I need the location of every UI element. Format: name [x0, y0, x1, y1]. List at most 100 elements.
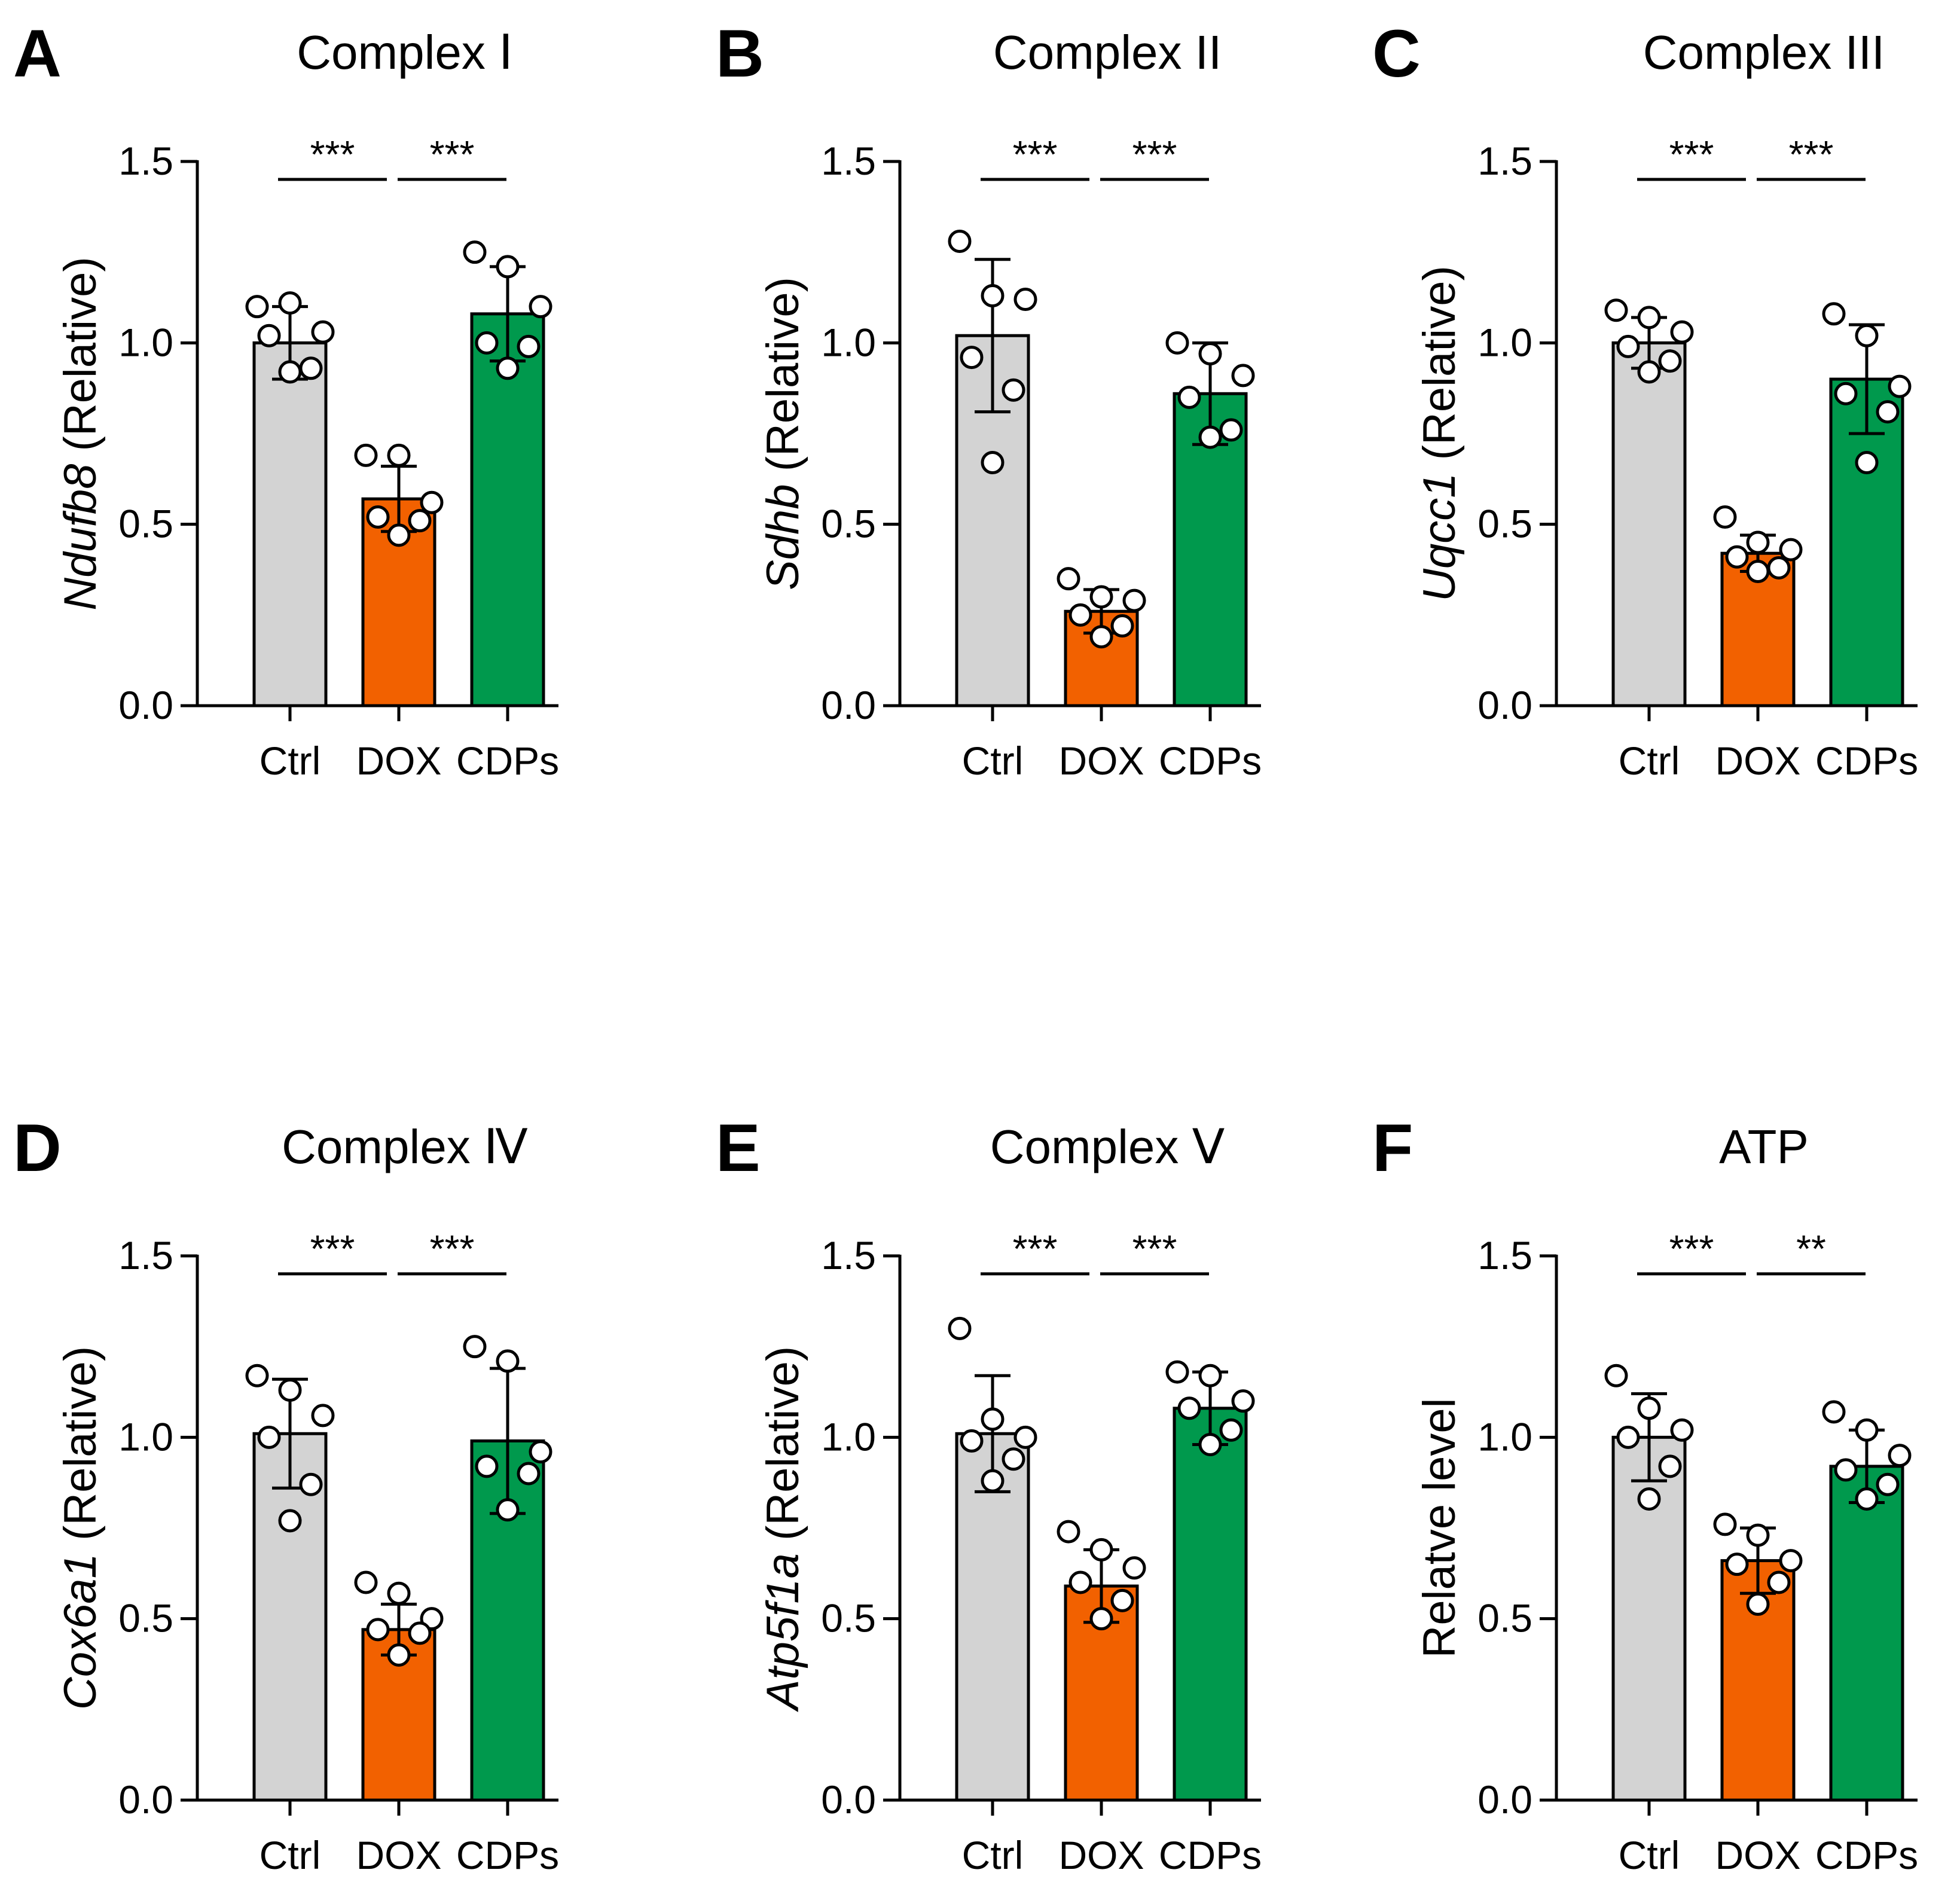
- data-point: [1177, 385, 1201, 409]
- data-point: [1219, 1418, 1243, 1442]
- y-axis-label-gene: Sdhb: [758, 484, 808, 590]
- significance-label: ***: [1013, 133, 1058, 176]
- data-point: [366, 1618, 390, 1642]
- y-tick-label: 1.5: [118, 1233, 173, 1277]
- data-point: [517, 1462, 541, 1486]
- x-tick-label: DOX: [1058, 739, 1144, 783]
- data-point: [1089, 1538, 1113, 1561]
- data-point: [463, 1335, 487, 1359]
- y-axis-label: Uqcc1 (Relative): [1414, 266, 1465, 602]
- data-point: [311, 320, 335, 344]
- chart-panel-b: B Complex II Sdhb (Relative) 0.0 0.5 1.0 1.5 Ct…: [716, 16, 1262, 783]
- data-point: [1767, 1570, 1791, 1594]
- data-point: [960, 1429, 984, 1453]
- significance-label: ***: [310, 133, 355, 176]
- data-point: [1855, 1418, 1879, 1442]
- chart-panel-e: E Complex Ⅴ Atp5f1a (Relative) 0.0 0.5 1.0 1.5…: [716, 1111, 1262, 1877]
- x-tick-label: Ctrl: [962, 1833, 1024, 1877]
- data-point: [1110, 614, 1134, 638]
- x-tick-label: Ctrl: [259, 739, 321, 783]
- data-point: [387, 523, 411, 547]
- y-tick-label: 0.0: [118, 683, 173, 727]
- data-point: [1637, 360, 1661, 384]
- x-tick-label: DOX: [1715, 1833, 1800, 1877]
- chart-panel-c: C Complex III Uqcc1 (Relative) 0.0 0.5 1.0 1.5…: [1372, 16, 1918, 783]
- data-point: [1822, 302, 1846, 326]
- data-point: [1089, 625, 1113, 649]
- data-point: [1888, 374, 1912, 398]
- y-tick-label: 0.0: [821, 683, 876, 727]
- data-point: [1746, 560, 1770, 584]
- data-point: [496, 356, 520, 380]
- data-point: [1165, 331, 1189, 355]
- panel-letter: A: [13, 16, 62, 91]
- data-point: [278, 1509, 302, 1533]
- significance-label: ***: [310, 1227, 355, 1270]
- y-tick-label: 1.0: [118, 1414, 173, 1459]
- y-axis-label: Ndufb8 (Relative): [55, 257, 106, 610]
- bar-ctrl: [1611, 341, 1687, 707]
- data-point: [475, 331, 499, 355]
- data-point: [1725, 1553, 1749, 1576]
- data-point: [1089, 1607, 1113, 1631]
- data-point: [1746, 1523, 1770, 1547]
- y-axis-label-gene: Uqcc1: [1414, 472, 1465, 601]
- y-tick-label: 0.5: [118, 502, 173, 546]
- panel-letter: C: [1372, 16, 1421, 91]
- data-point: [463, 240, 487, 264]
- y-axis-label-text: (Relative): [55, 257, 106, 463]
- data-point: [420, 490, 444, 514]
- data-point: [496, 1498, 520, 1522]
- significance-label: **: [1796, 1227, 1826, 1270]
- y-tick-label: 0.5: [821, 1596, 876, 1640]
- data-point: [1767, 556, 1791, 580]
- y-axis-label: Atp5f1a (Relative): [758, 1346, 808, 1712]
- y-axis-label-gene: Ndufb8: [55, 464, 106, 611]
- y-axis-label: Cox6a1 (Relative): [55, 1346, 106, 1710]
- y-tick-label: 0.0: [821, 1777, 876, 1822]
- y-axis-label-gene: Atp5f1a: [758, 1553, 808, 1712]
- data-point: [1165, 1360, 1189, 1384]
- data-point: [1834, 382, 1858, 405]
- data-point: [1068, 1570, 1092, 1594]
- data-point: [366, 505, 390, 529]
- y-axis-label: Relatve level: [1414, 1398, 1465, 1658]
- y-tick-label: 0.0: [118, 1777, 173, 1822]
- significance-label: ***: [1789, 133, 1834, 176]
- y-tick-label: 0.0: [1477, 1777, 1532, 1822]
- bar-cdps: [1173, 1407, 1248, 1802]
- y-tick-label: 1.5: [118, 139, 173, 183]
- chart-title: Complex II: [993, 26, 1222, 79]
- significance-label: ***: [430, 133, 475, 176]
- data-point: [1198, 425, 1222, 449]
- panel-letter: E: [716, 1111, 761, 1185]
- x-tick-label: CDPs: [456, 739, 559, 783]
- data-point: [387, 1581, 411, 1605]
- data-point: [1876, 400, 1900, 424]
- data-point: [1713, 1512, 1737, 1536]
- bar-ctrl: [252, 341, 328, 707]
- chart-title: Complex Ⅴ: [990, 1120, 1225, 1173]
- data-point: [1110, 1588, 1134, 1612]
- y-axis-label-text: (Relative): [758, 277, 808, 484]
- data-point: [1231, 364, 1255, 388]
- panel-letter: F: [1372, 1111, 1413, 1185]
- x-tick-label: Ctrl: [1619, 1833, 1680, 1877]
- y-tick-label: 0.5: [1477, 502, 1532, 546]
- data-point: [1177, 1396, 1201, 1420]
- data-point: [354, 1570, 378, 1594]
- data-point: [1002, 378, 1025, 402]
- data-point: [408, 509, 432, 533]
- data-point: [529, 295, 552, 319]
- significance-label: ***: [1132, 133, 1177, 176]
- y-axis-label: Sdhb (Relative): [758, 277, 808, 590]
- data-point: [1637, 1487, 1661, 1511]
- y-axis-label-gene: Cox6a1: [55, 1553, 106, 1710]
- chart-title: ATP: [1719, 1120, 1809, 1173]
- significance-label: ***: [430, 1227, 475, 1270]
- y-tick-label: 0.5: [1477, 1596, 1532, 1640]
- x-tick-label: Ctrl: [962, 739, 1024, 783]
- data-point: [948, 229, 972, 253]
- data-point: [1068, 603, 1092, 627]
- data-point: [1725, 545, 1749, 569]
